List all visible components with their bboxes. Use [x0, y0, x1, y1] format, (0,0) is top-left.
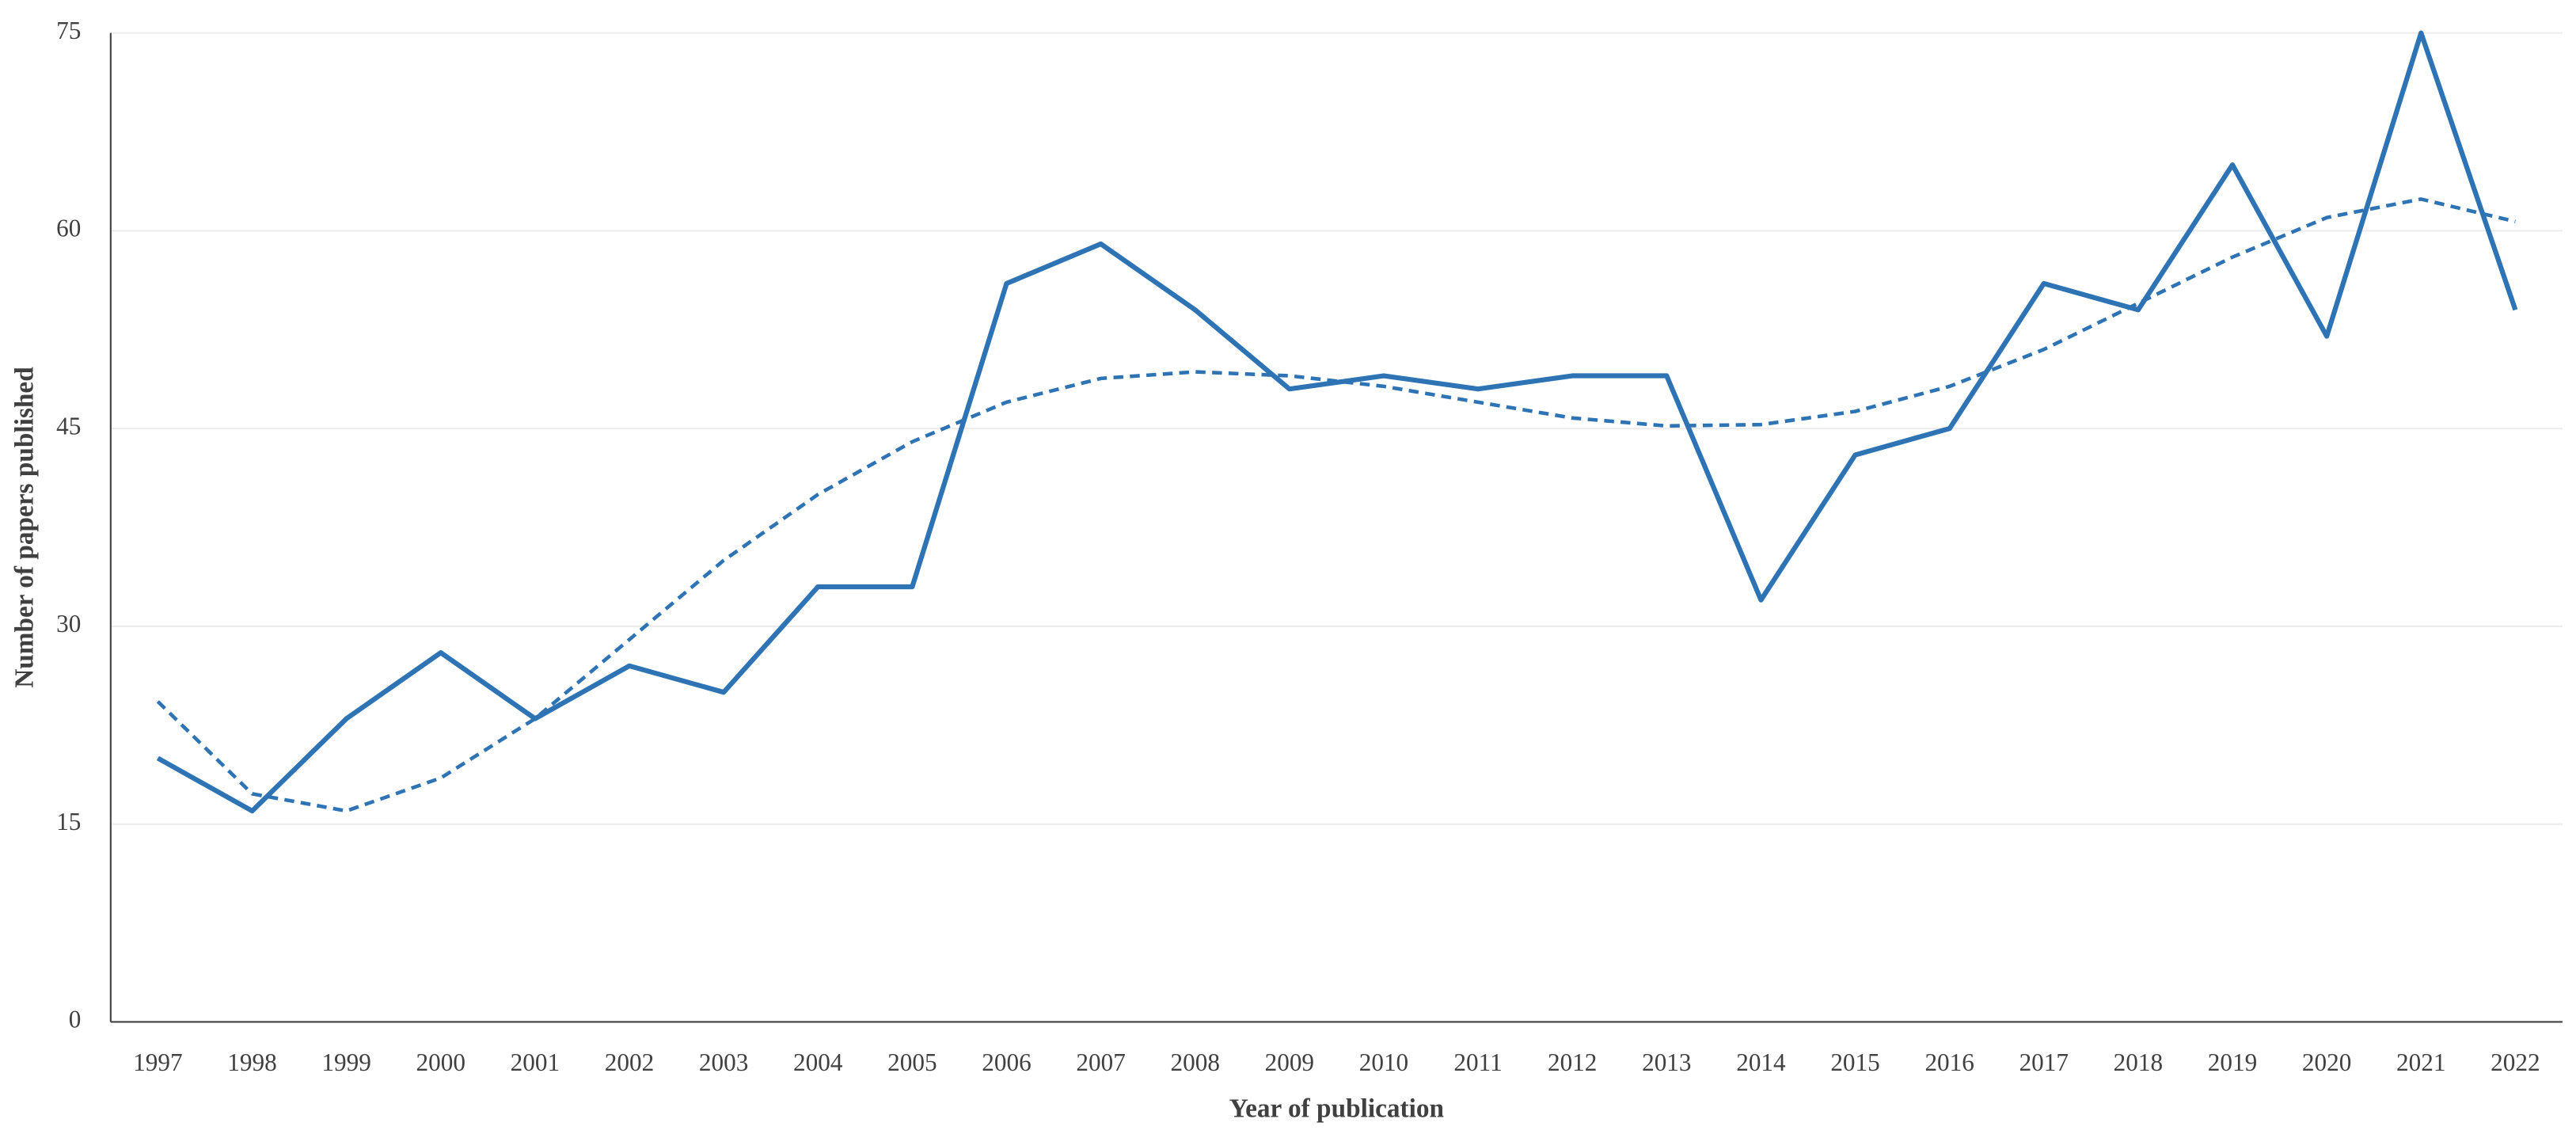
y-tick-label: 30 — [56, 610, 81, 637]
x-tick-label: 2010 — [1359, 1048, 1408, 1076]
y-tick-label: 0 — [69, 1006, 82, 1033]
x-tick-label: 2001 — [511, 1048, 560, 1076]
x-axis-title: Year of publication — [1229, 1094, 1445, 1124]
x-tick-label: 2011 — [1453, 1048, 1502, 1076]
data-line — [156, 30, 2518, 814]
x-tick-label: 2021 — [2396, 1048, 2445, 1076]
x-tick-label: 1998 — [227, 1048, 276, 1076]
y-axis-title: Number of papers published — [9, 367, 39, 688]
x-tick-label: 2014 — [1736, 1048, 1786, 1076]
x-tick-label: 2017 — [2019, 1048, 2069, 1076]
y-tick-label: 75 — [56, 17, 81, 44]
x-tick-label: 2018 — [2114, 1048, 2163, 1076]
y-tick-label: 60 — [56, 215, 81, 242]
x-tick-label: 1997 — [133, 1048, 182, 1076]
x-tick-label: 2008 — [1171, 1048, 1220, 1076]
x-tick-label: 2020 — [2302, 1048, 2351, 1076]
x-tick-label: 2009 — [1265, 1048, 1314, 1076]
x-tick-label: 1999 — [321, 1048, 370, 1076]
x-tick-label: 2004 — [793, 1048, 843, 1076]
y-tick-label: 45 — [56, 412, 81, 440]
x-tick-label: 2012 — [1548, 1048, 1597, 1076]
x-tick-label: 2002 — [605, 1048, 654, 1076]
x-tick-label: 2015 — [1830, 1048, 1879, 1076]
x-tick-label: 2000 — [416, 1048, 465, 1076]
trend-line — [156, 197, 2516, 813]
x-tick-label: 2016 — [1924, 1048, 1974, 1076]
x-tick-label: 2022 — [2491, 1048, 2540, 1076]
x-tick-label: 2013 — [1642, 1048, 1691, 1076]
x-tick-label: 2003 — [699, 1048, 748, 1076]
x-tick-label: 2005 — [887, 1048, 937, 1076]
x-tick-label: 2019 — [2208, 1048, 2257, 1076]
y-tick-label: 15 — [56, 808, 81, 835]
x-tick-label: 2006 — [982, 1048, 1031, 1076]
x-tick-label: 2007 — [1076, 1048, 1125, 1076]
